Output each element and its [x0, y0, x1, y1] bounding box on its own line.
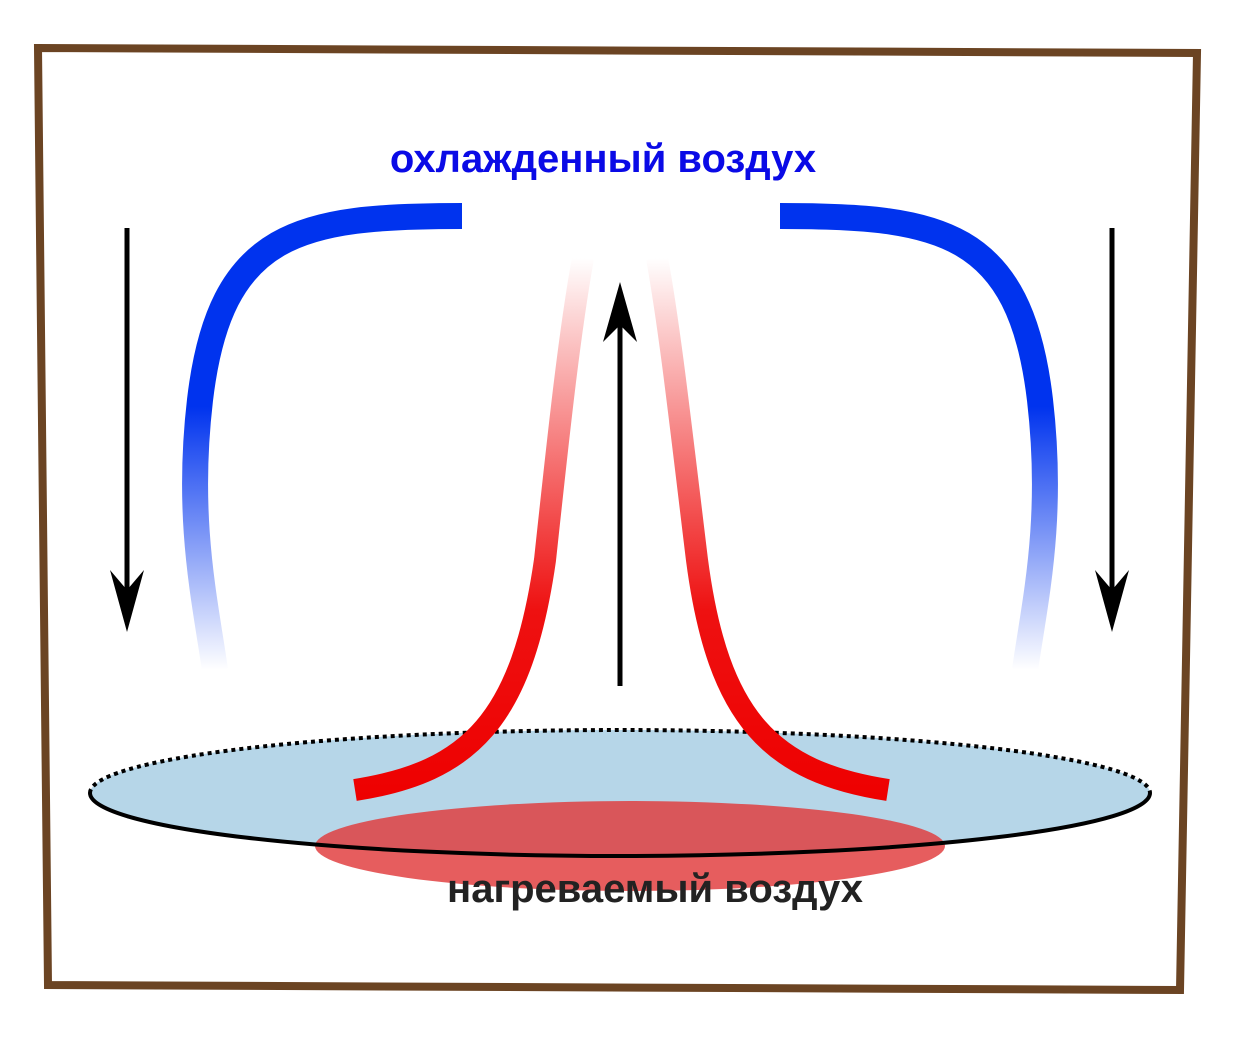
heated-air-label: нагреваемый воздух	[447, 867, 863, 911]
cool-flow-left	[182, 203, 463, 672]
arrowhead	[603, 282, 637, 342]
arrowhead	[1095, 570, 1129, 632]
arrowhead	[110, 570, 144, 632]
surface-edge-back	[88, 728, 1152, 794]
heated-zone	[315, 801, 945, 891]
warm-flow-left	[353, 256, 594, 801]
arrows	[124, 228, 1115, 686]
warm-flow-right	[646, 256, 890, 801]
cooled-air-label: охлажденный воздух	[390, 137, 816, 181]
cool-flow-right	[779, 203, 1058, 672]
surface-edge-front	[88, 792, 1152, 858]
